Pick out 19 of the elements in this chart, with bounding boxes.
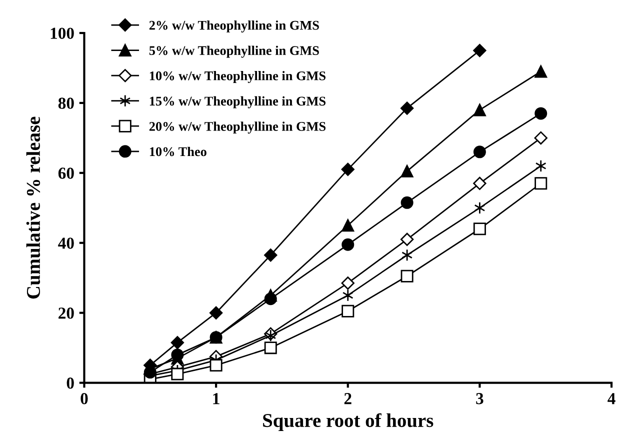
y-tick-label: 40 xyxy=(58,238,74,249)
y-tick-label: 80 xyxy=(58,98,74,109)
x-tick-label: 4 xyxy=(608,393,616,404)
y-tick-label: 60 xyxy=(58,168,74,179)
legend-label: 2% w/w Theophylline in GMS xyxy=(149,20,319,32)
legend-label: 5% w/w Theophylline in GMS xyxy=(149,46,319,58)
x-tick-label: 3 xyxy=(476,393,484,404)
y-tick-label: 20 xyxy=(58,308,74,319)
legend-label: 10% Theo xyxy=(150,146,206,156)
x-tick-label: 0 xyxy=(80,393,88,404)
y-tick-label: 0 xyxy=(66,378,74,389)
y-axis-title: Cumulative % release xyxy=(26,116,40,299)
x-tick-label: 2 xyxy=(344,393,352,404)
legend-label: 10% w/w Theophylline in GMS xyxy=(150,71,326,84)
x-tick-label: 1 xyxy=(213,393,220,404)
y-tick-label: 100 xyxy=(50,28,74,39)
legend-label: 20% w/w Theophylline in GMS xyxy=(149,122,326,134)
x-axis-title: Square root of hours xyxy=(263,413,434,432)
legend-label: 15% w/w Theophylline in GMS xyxy=(150,96,326,108)
